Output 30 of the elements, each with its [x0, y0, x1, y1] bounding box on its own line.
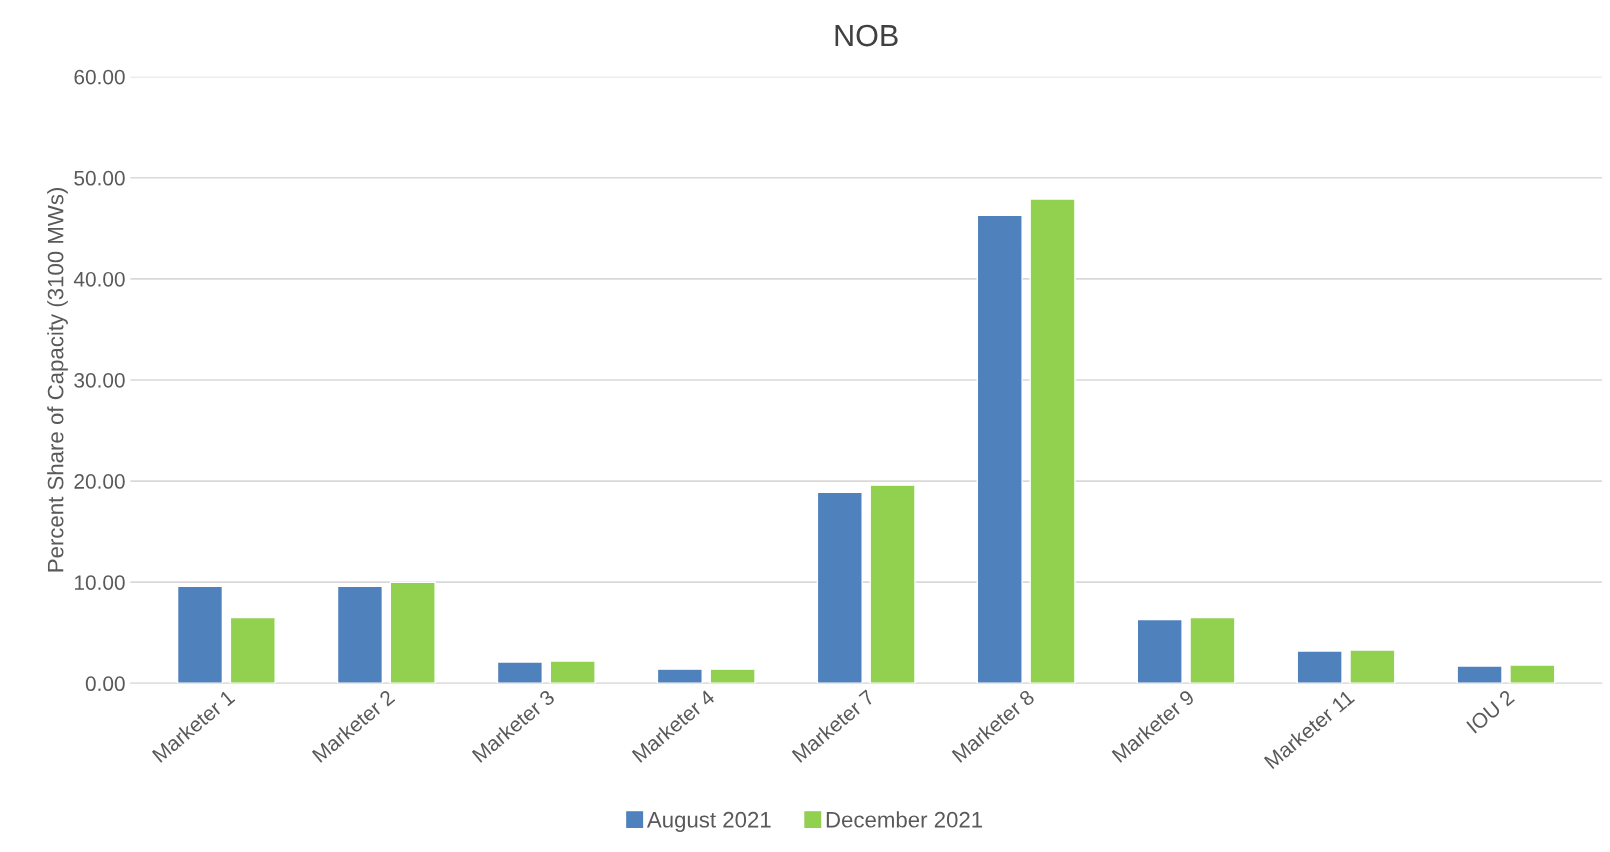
bar: [336, 585, 384, 684]
legend-label: August 2021: [646, 811, 771, 832]
bar: [1509, 664, 1556, 684]
y-tick-label: 10.00: [75, 575, 125, 590]
y-tick-label: 40.00: [73, 271, 125, 287]
bar: [1189, 616, 1236, 684]
legend-label: December 2021: [826, 811, 983, 828]
chart-title: NOB: [835, 24, 898, 47]
bar: [1029, 198, 1076, 684]
y-tick-label: 0.00: [85, 676, 125, 692]
bar: [496, 661, 543, 684]
bar: [976, 214, 1023, 684]
y-axis-title: Percent Share of Capacity (3100 MWs): [47, 188, 68, 572]
bar: [1136, 618, 1183, 684]
bar: [709, 668, 756, 684]
bar: [389, 581, 436, 684]
bar: [1349, 649, 1396, 684]
y-tick-label: 60.00: [74, 69, 125, 85]
y-tick-label: 50.00: [74, 170, 125, 186]
bar: [1296, 650, 1343, 684]
bar: [176, 585, 224, 684]
bar: [656, 668, 703, 684]
bar: [1456, 665, 1503, 684]
y-tick-label: 20.00: [74, 474, 125, 489]
bar: [549, 660, 596, 684]
bar: [229, 616, 276, 684]
bar: [869, 484, 916, 684]
x-tick-label: IOU 2: [1466, 689, 1516, 734]
y-tick-label: 30.00: [74, 372, 125, 388]
bar: [816, 491, 863, 684]
